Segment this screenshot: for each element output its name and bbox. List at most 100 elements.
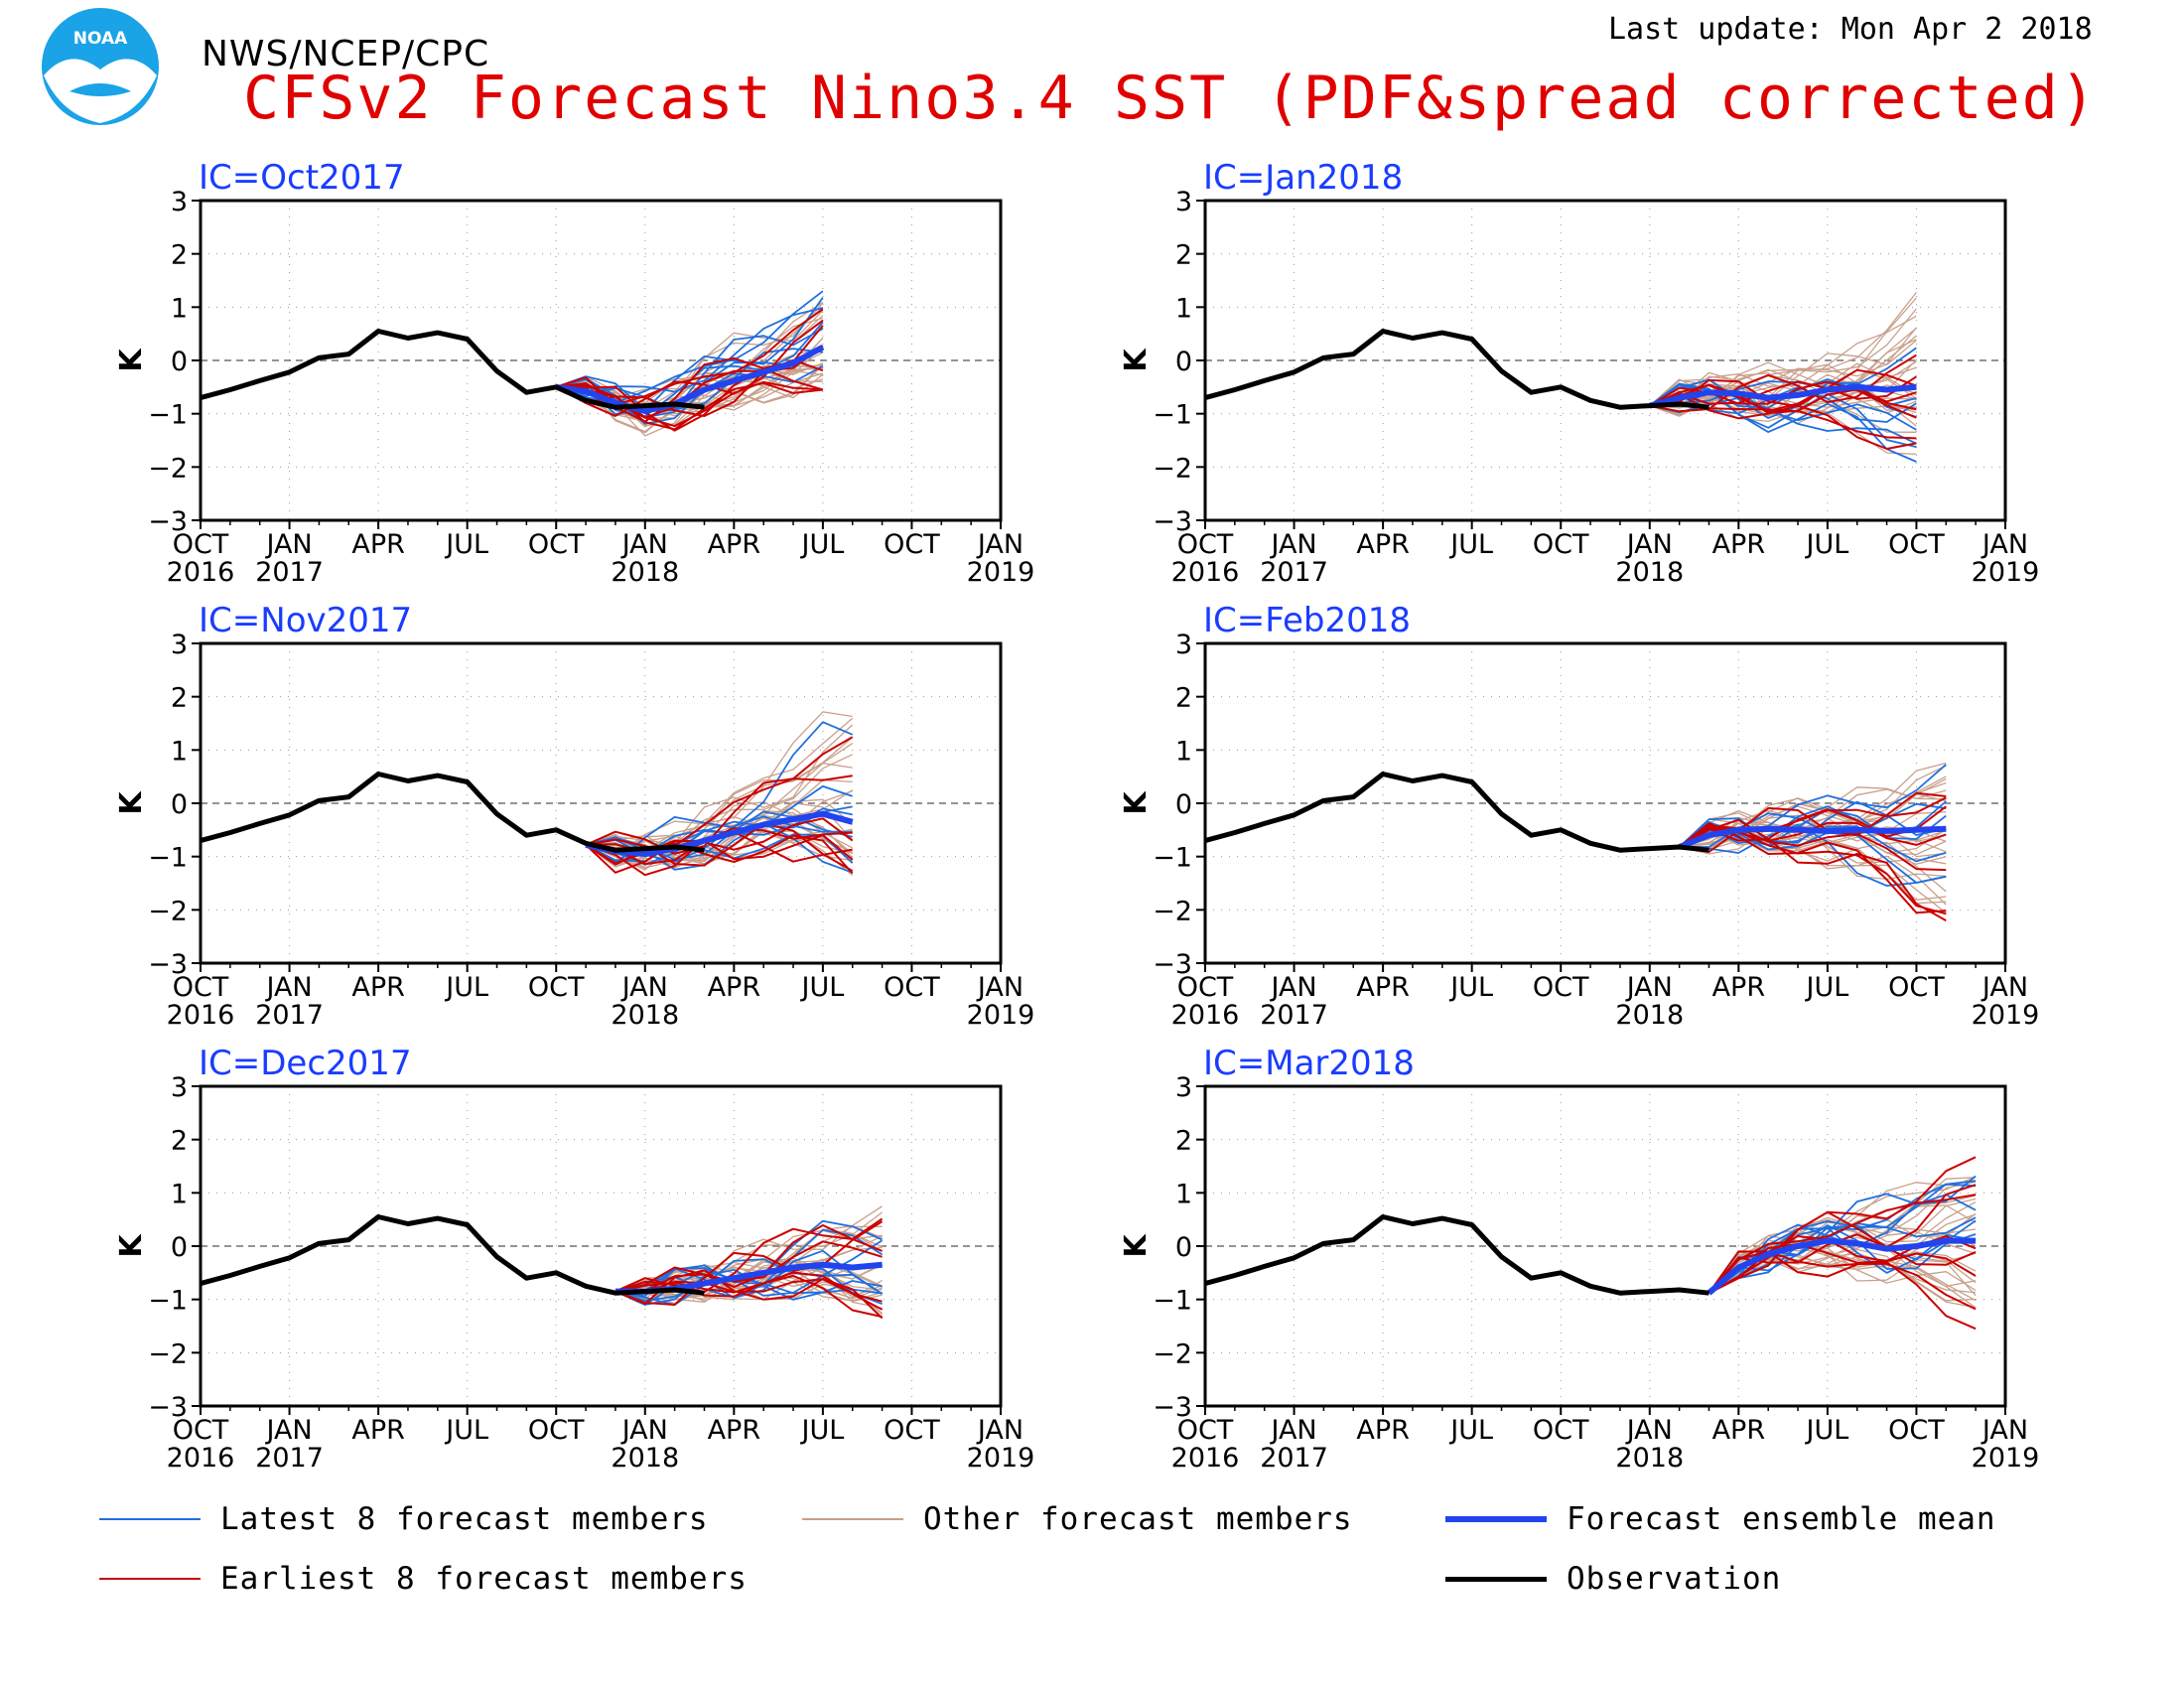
y-tick-label: 2 <box>171 683 188 714</box>
panel-title: IC=Mar2018 <box>1203 1044 1415 1083</box>
x-tick-label: APR <box>708 972 761 1003</box>
y-tick-label: −2 <box>1153 1338 1192 1369</box>
earliest-member-line <box>1649 393 1917 450</box>
y-tick-label: 1 <box>171 293 188 324</box>
ensemble-mean-line <box>1678 825 1947 850</box>
x-tick-label: JAN <box>620 972 668 1003</box>
x-tick-year-label: 2016 <box>1171 1000 1240 1031</box>
y-tick-label: 0 <box>171 347 188 377</box>
y-tick-label: −1 <box>148 400 188 431</box>
y-axis-label: K <box>1119 348 1154 372</box>
x-tick-label: JUL <box>444 972 488 1003</box>
y-tick-label: −3 <box>1153 1392 1192 1423</box>
x-tick-label: APR <box>1712 1415 1766 1446</box>
x-tick-label: OCT <box>1533 972 1589 1003</box>
forecast-members <box>585 711 854 877</box>
y-axis-label: K <box>114 790 149 815</box>
legend-swatch-observation <box>1445 1576 1547 1582</box>
x-tick-label: JAN <box>1980 972 2028 1003</box>
x-tick-label: JAN <box>1625 529 1673 560</box>
earliest-member-line <box>1649 368 1917 408</box>
other-member-line <box>1649 340 1917 407</box>
legend-label-other: Other forecast members <box>923 1501 1353 1537</box>
y-tick-label: −2 <box>148 1338 188 1369</box>
x-tick-year-label: 2017 <box>1260 557 1328 588</box>
x-tick-label: OCT <box>1533 1415 1589 1446</box>
forecast-members <box>614 1205 884 1320</box>
x-tick-year-label: 2019 <box>1972 557 2040 588</box>
x-tick-year-label: 2016 <box>1171 557 1240 588</box>
latest-member-line <box>1679 802 1947 848</box>
latest-member-line <box>1707 1219 1977 1294</box>
x-tick-label: JUL <box>799 972 844 1003</box>
forecast-members <box>1649 292 1917 463</box>
x-tick-label: OCT <box>1177 529 1234 560</box>
y-axis-label: K <box>1119 1233 1154 1258</box>
x-tick-label: APR <box>1712 529 1766 560</box>
legend-label-observation: Observation <box>1567 1561 1782 1597</box>
observation-line <box>1204 772 1709 853</box>
y-tick-label: 1 <box>171 736 188 767</box>
x-tick-label: JUL <box>444 1415 488 1446</box>
y-tick-label: −2 <box>148 453 188 484</box>
panel-title: IC=Dec2017 <box>199 1044 412 1083</box>
other-member-line <box>1679 825 1947 865</box>
plot-frame <box>1203 641 2007 965</box>
x-tick-year-label: 2018 <box>611 1000 679 1031</box>
x-tick-year-label: 2017 <box>255 1000 324 1031</box>
y-tick-label: 2 <box>1175 1126 1192 1157</box>
earliest-member-line <box>1708 1184 1977 1295</box>
plot-frame <box>199 641 1003 965</box>
x-tick-year-label: 2018 <box>611 557 679 588</box>
earliest-member-line <box>614 1278 884 1311</box>
x-tick-label: OCT <box>528 972 585 1003</box>
y-tick-label: −1 <box>148 1286 188 1317</box>
earliest-member-line <box>585 834 854 874</box>
observation-line <box>1204 329 1709 410</box>
latest-member-line <box>1649 385 1917 423</box>
legend-swatch-mean <box>1445 1516 1547 1522</box>
ensemble-mean-line <box>1706 1237 1977 1296</box>
x-tick-year-label: 2016 <box>167 1000 235 1031</box>
y-tick-label: −1 <box>148 843 188 874</box>
x-tick-year-label: 2017 <box>255 557 324 588</box>
y-axis-label: K <box>114 1233 149 1258</box>
x-tick-label: OCT <box>1533 529 1589 560</box>
earliest-member-line <box>585 774 853 855</box>
panel-title: IC=Feb2018 <box>1203 601 1411 640</box>
x-tick-label: JAN <box>620 1415 668 1446</box>
earliest-member-line <box>1649 353 1917 413</box>
plot-frame <box>1203 199 2007 522</box>
logo-text: NOAA <box>73 29 128 49</box>
x-tick-label: JAN <box>264 972 312 1003</box>
earliest-member-line <box>614 1271 883 1303</box>
earliest-member-line <box>1708 1156 1977 1295</box>
x-tick-label: JUL <box>1448 529 1493 560</box>
x-tick-label: OCT <box>884 972 940 1003</box>
x-tick-label: JUL <box>799 1415 844 1446</box>
y-tick-label: −2 <box>1153 896 1192 926</box>
y-tick-label: 1 <box>1175 736 1192 767</box>
y-tick-label: −3 <box>1153 506 1192 537</box>
earliest-member-line <box>1649 384 1917 412</box>
x-tick-year-label: 2019 <box>1972 1000 2040 1031</box>
noaa-logo: NOAA <box>42 8 159 125</box>
latest-member-line <box>585 822 854 874</box>
y-axis-label: K <box>114 348 149 372</box>
legend-item-earliest: Earliest 8 forecast members <box>99 1561 748 1597</box>
earliest-member-line <box>1707 1250 1977 1311</box>
x-tick-label: JUL <box>1448 972 1493 1003</box>
earliest-member-line <box>614 1217 884 1294</box>
y-tick-label: 2 <box>1175 683 1192 714</box>
earliest-member-line <box>585 822 854 872</box>
other-member-line <box>1679 815 1947 858</box>
plot-frame <box>1203 1084 2007 1408</box>
x-tick-year-label: 2019 <box>967 1443 1035 1474</box>
x-tick-label: APR <box>351 529 405 560</box>
earliest-member-line <box>1679 818 1947 921</box>
legend-label-latest: Latest 8 forecast members <box>220 1501 709 1537</box>
x-tick-year-label: 2017 <box>1260 1443 1328 1474</box>
